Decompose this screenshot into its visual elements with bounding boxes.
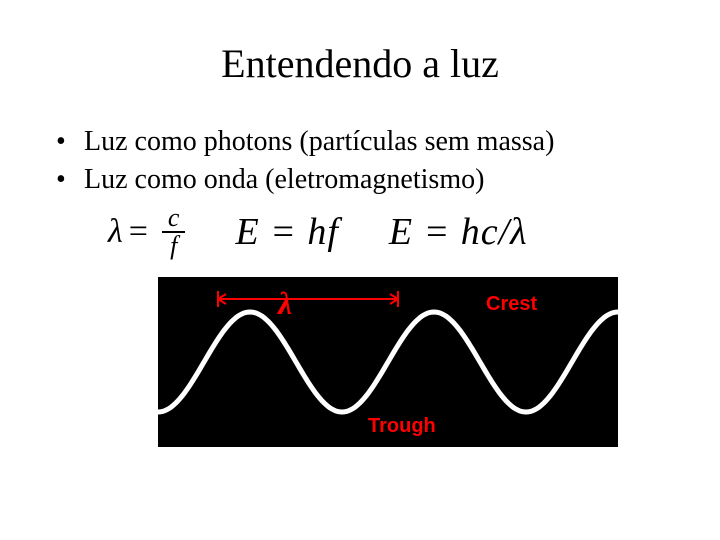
wave-diagram: λ Crest Trough bbox=[158, 277, 618, 447]
formula-energy-lambda: E = hc/λ bbox=[389, 210, 528, 254]
trough-label: Trough bbox=[368, 415, 436, 438]
slide-title: Entendendo a luz bbox=[48, 40, 672, 87]
formula-lambda-num: c bbox=[162, 205, 186, 233]
formula-lambda-den: f bbox=[164, 233, 183, 259]
formula-lambda-eq: = bbox=[129, 213, 148, 251]
bullet-item: Luz como onda (eletromagnetismo) bbox=[56, 161, 672, 199]
formula-lambda: λ = c f bbox=[108, 205, 185, 259]
formula-row: λ = c f E = hf E = hc/λ bbox=[108, 205, 672, 259]
lambda-label: λ bbox=[278, 285, 292, 322]
bullet-item: Luz como photons (partículas sem massa) bbox=[56, 123, 672, 161]
crest-label: Crest bbox=[486, 293, 537, 316]
bullet-list: Luz como photons (partículas sem massa) … bbox=[56, 123, 672, 199]
slide-root: Entendendo a luz Luz como photons (partí… bbox=[0, 0, 720, 540]
wave-path bbox=[158, 312, 618, 412]
lambda-arrow-group bbox=[218, 291, 398, 307]
formula-lambda-frac: c f bbox=[162, 205, 186, 259]
formula-lambda-lhs: λ bbox=[108, 213, 123, 251]
formula-energy-freq: E = hf bbox=[235, 210, 338, 254]
